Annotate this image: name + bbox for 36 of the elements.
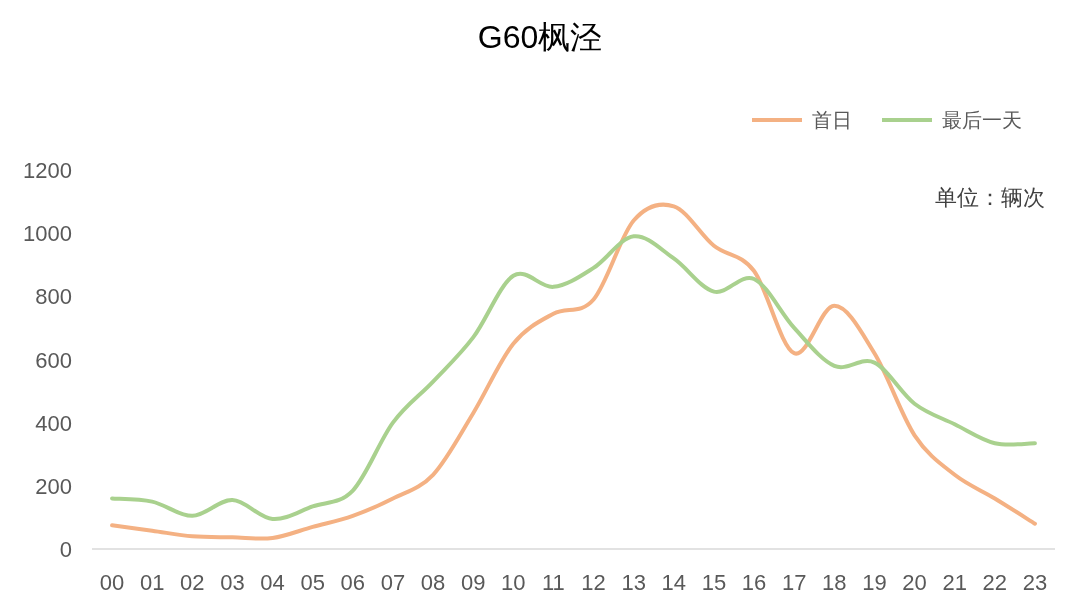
y-tick-label: 800 — [35, 284, 72, 310]
x-tick-label: 10 — [501, 570, 526, 595]
x-tick-label: 05 — [300, 570, 325, 595]
x-tick-label: 09 — [460, 570, 486, 595]
x-tick-label: 04 — [260, 570, 285, 595]
y-tick-label: 400 — [35, 410, 72, 436]
legend-label: 首日 — [812, 109, 852, 131]
x-tick-label: 22 — [982, 570, 1008, 595]
y-tick-label: 600 — [35, 347, 72, 373]
x-tick-label: 03 — [220, 570, 245, 595]
x-tick-label: 06 — [340, 570, 366, 595]
y-tick-label: 1200 — [23, 158, 72, 183]
x-tick-label: 16 — [741, 570, 767, 595]
y-tick-label: 1000 — [23, 221, 72, 247]
y-tick-label: 0 — [59, 537, 72, 562]
x-tick-label: 11 — [542, 570, 565, 595]
x-tick-label: 13 — [621, 570, 646, 595]
line-series — [110, 234, 1037, 521]
x-tick-label: 00 — [99, 570, 125, 595]
annotation: 单位：辆次 — [935, 185, 1045, 210]
x-tick-label: 20 — [902, 570, 927, 595]
x-tick-label: 14 — [661, 570, 687, 595]
x-tick-label: 15 — [701, 570, 727, 595]
x-tick-label: 19 — [862, 570, 887, 595]
y-tick-label: 200 — [35, 473, 72, 499]
x-tick-label: 17 — [781, 570, 807, 595]
x-tick-label: 18 — [822, 570, 847, 595]
x-tick-label: 23 — [1022, 570, 1048, 595]
x-tick-label: 21 — [942, 570, 967, 595]
chart-title: G60枫泾 — [477, 19, 603, 55]
x-tick-label: 07 — [380, 570, 406, 595]
x-tick-label: 12 — [581, 570, 606, 595]
legend-label: 最后一天 — [942, 109, 1022, 131]
x-tick-label: 01 — [139, 570, 165, 595]
x-tick-label: 08 — [420, 570, 446, 595]
x-tick-label: 02 — [180, 570, 205, 595]
